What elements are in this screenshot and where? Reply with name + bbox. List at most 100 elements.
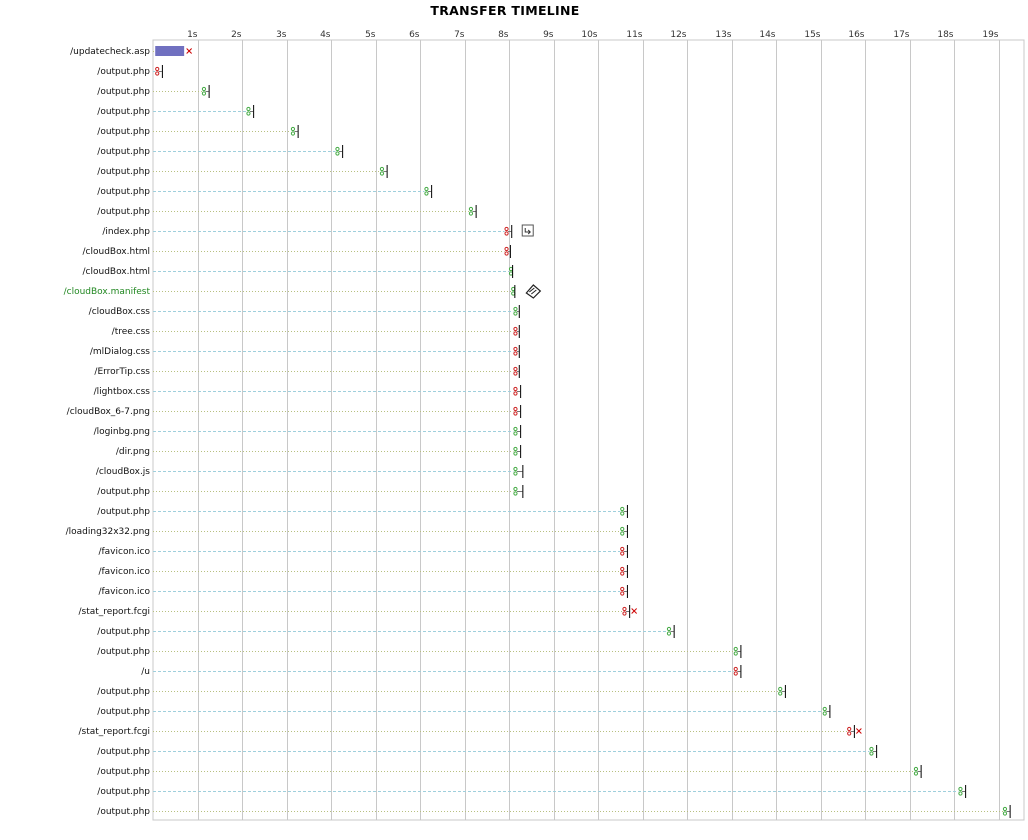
request-marker <box>513 426 518 432</box>
timeline-row: /output.php <box>97 705 831 718</box>
timeline-row: /output.php <box>97 745 878 758</box>
plot-frame <box>152 39 1025 821</box>
request-marker <box>620 546 625 552</box>
tick-label: 13s <box>715 30 731 40</box>
tick-label: 5s <box>365 30 376 40</box>
row-url-label: /lightbox.css <box>94 387 151 397</box>
timeline-row: /updatecheck.asp <box>70 46 193 57</box>
tick-label: 4s <box>320 30 331 40</box>
request-marker <box>468 206 474 212</box>
row-url-label: /mlDialog.css <box>90 347 150 357</box>
timeline-row: /output.php <box>97 185 433 198</box>
row-url-label: /tree.css <box>112 327 151 337</box>
timeline-row: /cloudBox.css <box>89 305 520 318</box>
timeline-row: /output.php <box>97 785 967 798</box>
response-marker <box>1002 811 1008 816</box>
response-marker <box>513 471 518 476</box>
timeline-row: /mlDialog.css <box>90 345 520 358</box>
response-marker <box>869 751 874 756</box>
request-marker <box>513 326 518 332</box>
row-url-label: /output.php <box>97 807 150 817</box>
manifest-icon <box>525 284 542 299</box>
request-marker <box>620 506 625 512</box>
request-marker <box>778 686 783 692</box>
request-marker <box>424 186 429 192</box>
request-marker <box>155 66 160 72</box>
timeline-row: /output.php <box>97 765 922 778</box>
response-marker <box>513 351 518 356</box>
row-url-label: /output.php <box>97 127 150 137</box>
row-url-label: /u <box>141 667 150 677</box>
error-icon <box>631 608 638 614</box>
tick-label: 11s <box>626 30 642 40</box>
timeline-row: /output.php <box>97 125 299 138</box>
request-marker <box>504 246 509 252</box>
timeline-row: /loading32x32.png <box>66 525 628 538</box>
response-marker <box>733 671 738 676</box>
response-marker <box>620 551 625 556</box>
request-marker <box>620 566 625 572</box>
request-marker <box>335 146 340 152</box>
request-marker <box>504 226 509 232</box>
timeline-row: /lightbox.css <box>94 385 522 398</box>
response-marker <box>201 91 207 96</box>
row-url-label: /cloudBox.css <box>89 307 151 317</box>
timeline-row: /favicon.ico <box>98 585 628 598</box>
request-marker <box>246 106 251 112</box>
row-url-label: /favicon.ico <box>98 567 150 577</box>
request-marker <box>666 626 672 632</box>
timeline-row: /cloudBox.html <box>83 245 511 258</box>
timeline-row: /output.php <box>97 685 786 698</box>
response-marker <box>847 731 852 736</box>
tick-label: 16s <box>848 30 864 40</box>
timeline-row: /favicon.ico <box>98 545 628 558</box>
timeline-row: /favicon.ico <box>98 565 628 578</box>
response-marker <box>778 691 783 696</box>
response-marker <box>666 631 672 636</box>
timeline-row: /cloudBox.manifest <box>64 284 542 299</box>
tick-label: 10s <box>581 30 597 40</box>
timeline-row: /dir.png <box>116 445 522 458</box>
request-marker <box>620 586 625 592</box>
response-marker <box>620 571 625 576</box>
request-marker <box>513 466 518 472</box>
row-url-label: /output.php <box>97 687 150 697</box>
tick-label: 15s <box>804 30 820 40</box>
timeline-row: /stat_report.fcgi <box>79 605 638 618</box>
request-marker <box>958 786 963 792</box>
request-marker <box>513 366 518 372</box>
request-marker <box>620 526 625 532</box>
timeline-row: /output.php <box>97 145 344 158</box>
response-marker <box>513 371 518 376</box>
row-url-label: /output.php <box>97 187 150 197</box>
row-url-label: /output.php <box>97 207 150 217</box>
row-url-label: /output.php <box>97 747 150 757</box>
row-url-label: /stat_report.fcgi <box>79 607 150 617</box>
response-marker <box>822 711 827 716</box>
row-url-label: /updatecheck.asp <box>70 47 150 57</box>
request-marker <box>290 126 296 132</box>
row-url-label: /output.php <box>97 147 150 157</box>
response-marker <box>290 131 296 136</box>
tick-label: 1s <box>187 30 198 40</box>
tick-label: 8s <box>498 30 509 40</box>
row-url-label: /output.php <box>97 87 150 97</box>
request-marker <box>622 606 627 612</box>
request-marker <box>733 646 738 652</box>
response-marker <box>424 191 429 196</box>
request-marker <box>201 86 207 92</box>
response-marker <box>622 611 627 616</box>
response-marker <box>504 251 509 256</box>
tick-label: 7s <box>454 30 465 40</box>
row-url-label: /dir.png <box>116 447 150 457</box>
response-marker <box>513 391 518 396</box>
request-marker <box>513 346 518 352</box>
tick-label: 12s <box>670 30 686 40</box>
timeline-row: /output.php <box>97 645 742 658</box>
request-marker <box>513 306 518 312</box>
response-marker <box>504 231 509 236</box>
timeline-row: /stat_report.fcgi <box>79 725 862 738</box>
tick-label: 17s <box>893 30 909 40</box>
row-url-label: /index.php <box>102 227 150 237</box>
